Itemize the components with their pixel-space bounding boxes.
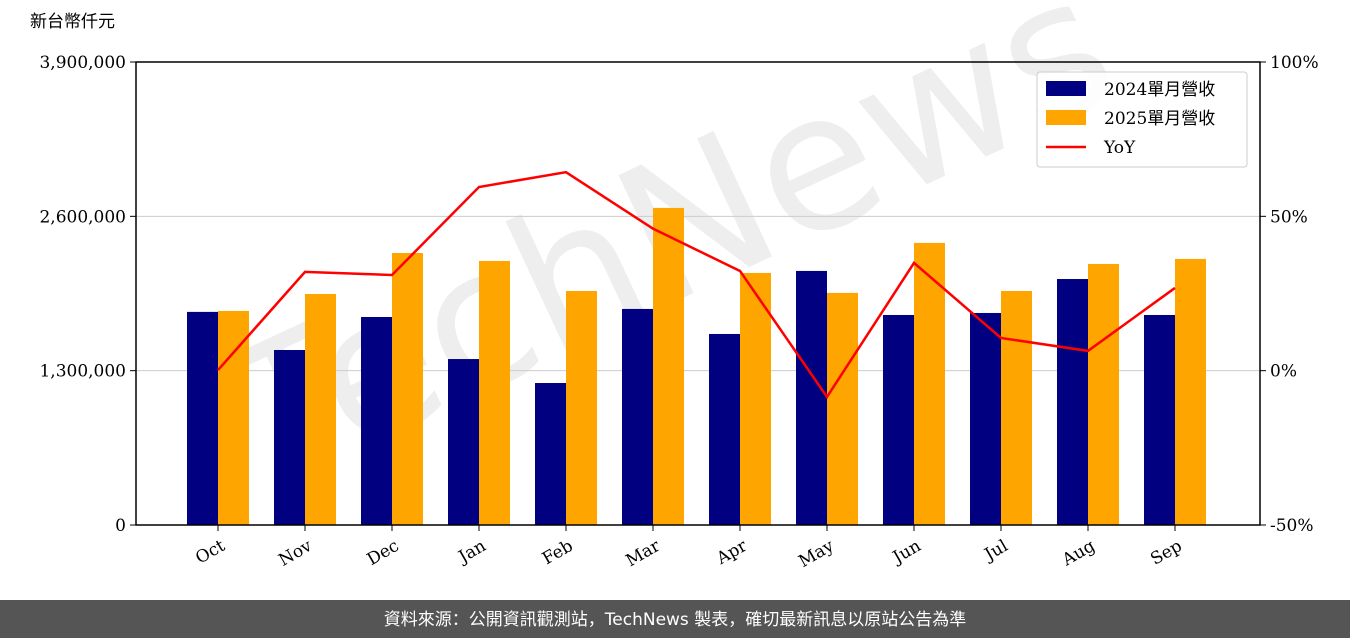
bar — [305, 293, 336, 525]
bar — [392, 253, 423, 525]
x-tick-label: Nov — [275, 536, 315, 571]
bar — [448, 359, 479, 525]
bar — [653, 207, 684, 525]
bar — [1175, 258, 1206, 525]
legend-label: 2025單月營收 — [1104, 109, 1215, 129]
bar — [914, 242, 945, 525]
bar — [479, 260, 510, 525]
y2-tick-label: 50% — [1270, 207, 1308, 227]
bar — [361, 317, 392, 525]
bar — [1144, 314, 1175, 525]
x-tick-label: May — [795, 536, 838, 572]
plot-frame — [135, 61, 1261, 526]
footer-bar — [0, 600, 1350, 638]
x-tick-label: Feb — [539, 536, 577, 569]
legend-frame — [1036, 71, 1248, 168]
y-tick-label: 3,900,000 — [39, 53, 126, 73]
bar — [796, 270, 827, 525]
y-axis-label: 新台幣仟元 — [30, 12, 115, 32]
bar — [740, 272, 771, 525]
x-tick-label: Dec — [364, 536, 403, 570]
legend-swatch — [1046, 81, 1086, 96]
bar — [218, 310, 249, 525]
x-tick-label: Jun — [888, 536, 925, 569]
bar — [970, 312, 1001, 525]
y-tick-label: 2,600,000 — [39, 207, 126, 227]
y-tick-label: 1,300,000 — [39, 362, 126, 382]
x-tick-label: Aug — [1058, 536, 1099, 571]
x-tick-label: Oct — [192, 536, 228, 569]
bar — [1057, 279, 1088, 525]
legend-label: YoY — [1103, 138, 1136, 158]
bar — [827, 292, 858, 525]
line — [217, 170, 1176, 400]
bar — [709, 333, 740, 525]
y-tick-label: 0 — [115, 516, 126, 536]
legend-swatch — [1046, 110, 1086, 125]
legend-label: 2024單月營收 — [1104, 80, 1215, 100]
y2-tick-label: 100% — [1270, 53, 1319, 73]
x-tick-label: Jul — [980, 536, 1012, 566]
bar — [187, 311, 218, 525]
x-tick-label: Jan — [454, 536, 490, 568]
bar — [1001, 291, 1032, 525]
bar — [566, 291, 597, 525]
footer: 資料來源：公開資訊觀測站，TechNews 製表，確切最新訊息以原站公告為準 — [384, 610, 966, 630]
y2-tick-label: 0% — [1270, 362, 1297, 382]
x-tick-label: Apr — [713, 536, 752, 570]
x-tick-label: Mar — [623, 536, 665, 572]
x-tick-label: Sep — [1147, 536, 1185, 570]
bar — [622, 308, 653, 525]
y2-tick-label: -50% — [1270, 516, 1314, 536]
bar — [883, 314, 914, 525]
bar — [535, 383, 566, 525]
bar — [274, 350, 305, 525]
bar — [1088, 263, 1119, 525]
